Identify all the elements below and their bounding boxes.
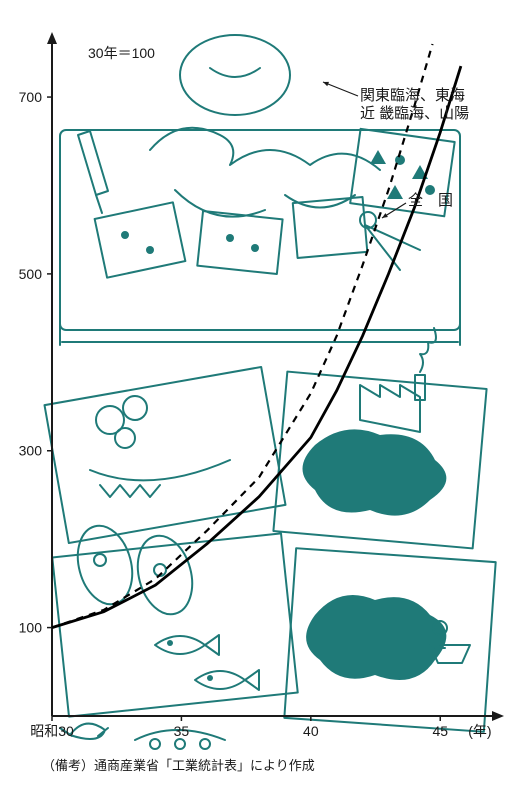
series-label: 関東臨海、東海 bbox=[360, 87, 465, 104]
x-tick: 40 bbox=[303, 723, 319, 739]
y-tick: 300 bbox=[19, 443, 43, 459]
y-tick: 100 bbox=[19, 620, 43, 636]
y-tick: 700 bbox=[19, 89, 43, 105]
series-label: 全 国 bbox=[408, 191, 453, 209]
series-group bbox=[52, 44, 461, 628]
axes bbox=[47, 32, 504, 721]
x-tick: 昭和30 bbox=[30, 723, 74, 739]
x-tick: 35 bbox=[174, 723, 190, 739]
base-note: 30年＝100 bbox=[88, 45, 155, 61]
series-label: 近 畿臨海、山陽 bbox=[360, 105, 469, 122]
y-tick-labels: 100 300 500 700 bbox=[19, 89, 43, 636]
y-tick: 500 bbox=[19, 266, 43, 282]
background-illustration bbox=[45, 35, 496, 749]
chart-svg: 30年＝100 100 300 500 700 昭和30 35 40 45 (年) 関東臨海… bbox=[0, 0, 510, 786]
chart-page: 30年＝100 100 300 500 700 昭和30 35 40 45 (年) 関東臨海… bbox=[0, 0, 510, 786]
x-axis-label: (年) bbox=[468, 723, 491, 739]
x-tick: 45 bbox=[432, 723, 448, 739]
footnote: （備考）通商産業省「工業統計表」により作成 bbox=[42, 758, 315, 773]
